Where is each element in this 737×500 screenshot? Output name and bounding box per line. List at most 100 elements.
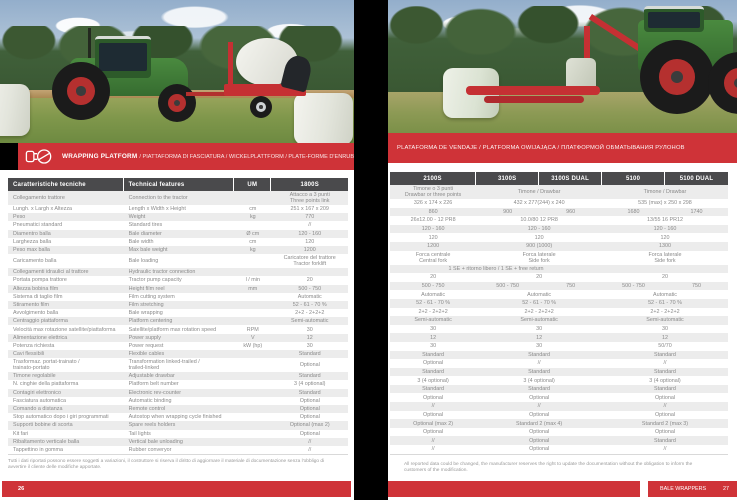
- model-value: 13/55 16 PR12: [647, 217, 683, 224]
- spec-row: 860 900 960 1680 1740: [390, 207, 728, 217]
- spec-row: 30 30 30: [390, 324, 728, 334]
- spec-name-en: Bale diameter: [128, 230, 162, 237]
- page-number-right: 27: [723, 486, 729, 492]
- spec-row: 20 20 20: [390, 273, 728, 282]
- spec-name-en: Satellite/platform max rotation speed: [128, 326, 217, 333]
- model-value: 20: [662, 274, 668, 281]
- tractor-exhaust: [88, 28, 91, 62]
- spine: [354, 0, 388, 500]
- spec-value: 500 - 750: [298, 285, 322, 292]
- spec-row: // // //: [390, 402, 728, 411]
- right-table-header: 2100S 3100S 3100S DUAL 5100 5100 DUAL: [390, 172, 728, 185]
- banner-title: PLATAFORMA DE VENDAJE / PLATFORMA OWIJAJ…: [397, 145, 685, 151]
- model-value: 20: [430, 274, 437, 281]
- model-value: //: [431, 403, 435, 410]
- model-value: Automatic: [653, 291, 677, 298]
- wrapper-drawbar: [186, 92, 234, 96]
- model-value: [602, 265, 728, 274]
- model-value: Standard: [654, 386, 676, 393]
- spec-value: Attacco a 3 punti Three points link: [289, 192, 330, 204]
- spec-name-it: Ribaltamento verticale balla: [13, 438, 80, 445]
- model-value: 3 (4 optional): [649, 377, 681, 384]
- right-banner: PLATAFORMA DE VENDAJE / PLATFORMA OWIJAJ…: [388, 133, 737, 163]
- spec-name-en: Film cutting system: [128, 293, 175, 300]
- spec-value: Standard: [298, 351, 321, 358]
- model-value: Optional: [423, 429, 444, 436]
- spec-row: Optional (max 2) Standard 2 (max 4) Standa…: [390, 419, 728, 428]
- tractor-front-wheel: [158, 84, 196, 122]
- tractor-far-wheel: [708, 52, 737, 114]
- spec-value: 3 (4 optional): [294, 381, 326, 388]
- spec-row: 1200 900 (1000) 1300: [390, 241, 728, 251]
- model-value: 3 (4 optional): [523, 377, 555, 384]
- spec-um: [234, 413, 271, 421]
- spec-name-en: Connection to the tractor: [128, 195, 188, 201]
- model-value: //: [663, 446, 667, 453]
- spec-row: Trasformaz. portat-trainato / trainato-p…: [8, 358, 348, 373]
- spec-row: Collegamento trattore Connection to the t…: [8, 191, 348, 205]
- model-value: 2+2 - 2+2+2: [418, 308, 448, 315]
- model-value: 120: [660, 234, 670, 241]
- model-value: Standard: [422, 386, 445, 393]
- spec-value: 12: [306, 334, 313, 341]
- spec-row: Stop automatico dopo i giri programmati A…: [8, 413, 348, 422]
- spec-um: [234, 350, 271, 358]
- spec-row: Stiramento film Film stretching 52 - 61 - …: [8, 300, 348, 310]
- spec-um: kg: [249, 214, 256, 221]
- wrapper-mast: [228, 42, 233, 96]
- model-header: 3100S: [476, 172, 540, 185]
- spec-value: 30: [306, 342, 313, 349]
- model-value: 1300: [659, 243, 671, 250]
- spec-row: 52 - 61 - 70 % 52 - 61 - 70 % 52 - 61 - 70…: [390, 298, 728, 308]
- model-value: Optional (max 2): [413, 420, 454, 427]
- spec-row: 3 (4 optional) 3 (4 optional) 3 (4 optiona…: [390, 376, 728, 385]
- spec-name-en: Bale wrapping: [128, 310, 163, 317]
- spec-name-it: Timone regolabile: [13, 373, 56, 380]
- right-page: PLATAFORMA DE VENDAJE / PLATFORMA OWIJAJ…: [388, 0, 737, 500]
- model-value: 960: [566, 208, 576, 215]
- spec-um: l / min: [245, 277, 260, 284]
- spec-name-it: Supporti bobine di scorta: [13, 422, 73, 429]
- spec-row: Centraggio piattaforma Platform centering…: [8, 317, 348, 326]
- spec-name-it: Sistema di taglio film: [13, 293, 63, 300]
- spec-name-en: Max bale weight: [128, 247, 168, 254]
- spec-um: [234, 438, 271, 446]
- spec-um: [234, 317, 271, 325]
- spec-name-it: Cavi flessibili: [13, 351, 45, 358]
- model-value: Optional: [529, 411, 550, 418]
- spec-name-it: Collegamento trattore: [13, 195, 65, 201]
- spec-name-en: Rubber converyor: [128, 446, 172, 453]
- spec-row: Optional // //: [390, 359, 728, 368]
- spec-name-it: Larghezza balla: [13, 238, 52, 245]
- model-value: 30: [430, 326, 437, 333]
- spec-row: 2+2 - 2+2+2 2+2 - 2+2+2 2+2 - 2+2+2: [390, 307, 728, 317]
- banner-title: WRAPPING PLATFORM: [62, 153, 138, 160]
- model-header: 2100S: [390, 172, 477, 185]
- model-value: 120: [534, 234, 544, 241]
- spec-row: 120 120 120: [390, 233, 728, 242]
- bale-wrap-icon: [25, 149, 52, 164]
- model-value: Forca laterale Side fork: [522, 251, 556, 264]
- model-value: 12: [536, 334, 543, 341]
- left-page-bar: 26: [2, 481, 351, 497]
- spec-name-en: Bale loading: [128, 258, 159, 265]
- spec-name-it: N. cinghie della piattaforma: [13, 381, 79, 388]
- spec-row: // Optional //: [390, 445, 728, 454]
- spec-row: Potenza richiesta Power request kW (hp) 30: [8, 341, 348, 350]
- spec-name-en: Bale width: [128, 238, 154, 245]
- spec-row: Collegamenti idraulici al trattore Hydrau…: [8, 268, 348, 277]
- spec-name-en: Spare reels holders: [128, 422, 176, 429]
- wrapper-fork-lower: [484, 96, 584, 103]
- spec-name-it: Velocità max rotazione satellite/piattaf…: [13, 326, 116, 333]
- spec-um: mm: [248, 285, 258, 292]
- spec-row: Timone regolabile Adjustable drawbar Stand…: [8, 372, 348, 381]
- spec-um: [234, 309, 271, 317]
- spec-row: Diamentro balla Bale diameter Ø cm 120 - 16…: [8, 229, 348, 238]
- footer-label: BALE WRAPPERS: [660, 486, 707, 492]
- spec-value: 20: [306, 277, 313, 284]
- spec-value: 1200: [303, 247, 316, 254]
- spec-row: // Optional Standard: [390, 436, 728, 446]
- spec-name-it: Peso: [13, 214, 26, 221]
- tractor-cab-window: [648, 12, 700, 28]
- right-page-bar: [388, 481, 640, 497]
